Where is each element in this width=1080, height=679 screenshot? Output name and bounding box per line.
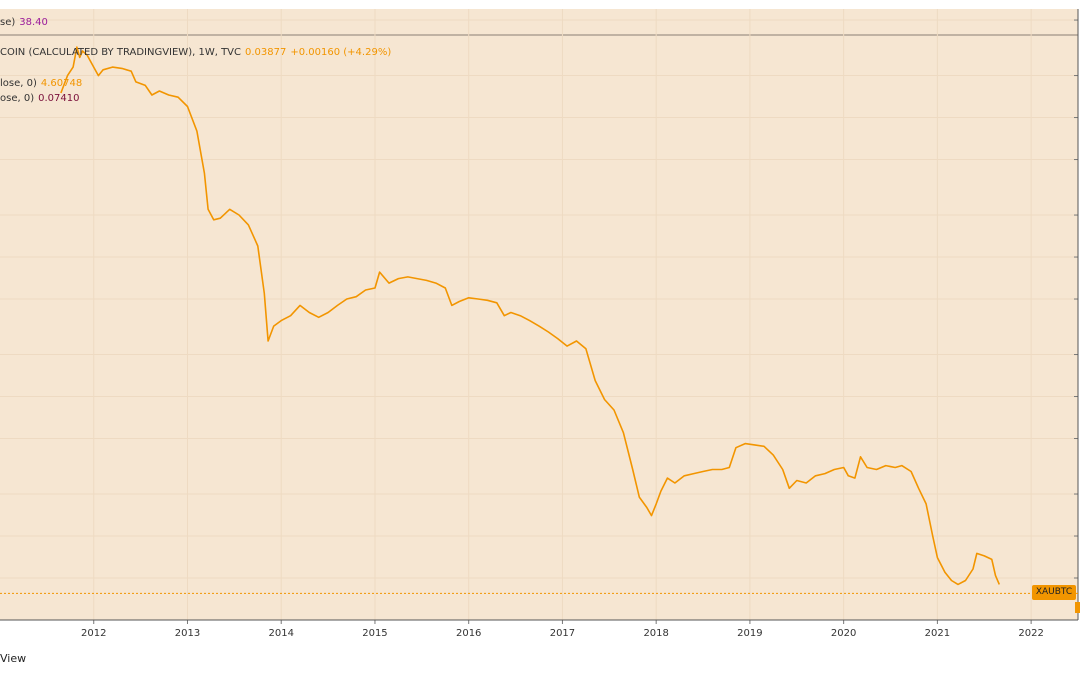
legend-change-2: +0.00160 (+4.29%) xyxy=(290,47,392,58)
legend-value-4: 0.07410 xyxy=(38,93,80,104)
legend-label-3: lose, 0) xyxy=(0,78,37,89)
legend-label-1: se) xyxy=(0,17,16,28)
legend-row-4: ose, 0) 0.07410 xyxy=(0,93,79,104)
footer-attribution: View xyxy=(0,652,27,665)
price-badge: XAUBTC xyxy=(1032,585,1076,601)
x-tick-label: 2018 xyxy=(643,628,668,639)
legend-label-4: ose, 0) xyxy=(0,93,35,104)
x-tick-label: 2012 xyxy=(81,628,106,639)
plot-background xyxy=(0,9,1078,620)
x-tick-label: 2020 xyxy=(831,628,856,639)
x-tick-label: 2014 xyxy=(268,628,293,639)
legend-row-1: se) 38.40 xyxy=(0,17,48,28)
x-tick-label: 2015 xyxy=(362,628,387,639)
legend-value-3: 4.60748 xyxy=(40,78,83,89)
series-line-0 xyxy=(60,46,1001,586)
price-badge-tip xyxy=(1075,602,1080,614)
x-tick-label: 2013 xyxy=(175,628,200,639)
legend-value-2: 0.03877 xyxy=(245,47,287,58)
legend-value-1: 38.40 xyxy=(19,17,48,28)
x-tick-label: 2016 xyxy=(456,628,481,639)
legend-label-2: COIN (CALCULATED BY TRADINGVIEW), 1W, TV… xyxy=(0,47,241,58)
legend-row-3: lose, 0) 4.60748 xyxy=(0,78,82,89)
x-tick-label: 2021 xyxy=(925,628,950,639)
x-tick-label: 2022 xyxy=(1018,628,1043,639)
x-tick-label: 2019 xyxy=(737,628,762,639)
x-tick-label: 2017 xyxy=(550,628,575,639)
legend-row-2: COIN (CALCULATED BY TRADINGVIEW), 1W, TV… xyxy=(0,47,391,58)
